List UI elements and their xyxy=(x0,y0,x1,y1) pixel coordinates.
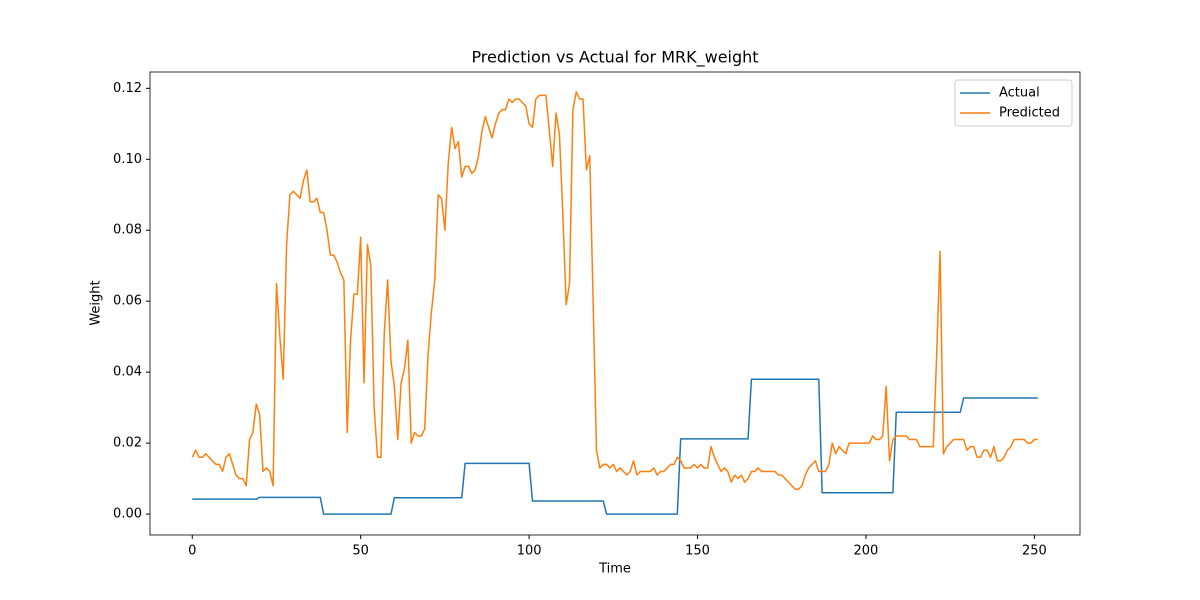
y-axis-label: Weight xyxy=(89,280,104,325)
y-tick-label: 0.10 xyxy=(113,152,142,167)
legend-label: Predicted xyxy=(999,106,1060,121)
legend-label: Actual xyxy=(999,86,1040,101)
x-tick-label: 50 xyxy=(352,544,369,559)
x-tick-label: 200 xyxy=(854,544,879,559)
legend-box xyxy=(954,79,1073,127)
y-tick-label: 0.02 xyxy=(113,436,142,451)
x-axis-label: Time xyxy=(598,562,631,577)
y-tick-label: 0.04 xyxy=(113,365,142,380)
x-tick-label: 150 xyxy=(685,544,710,559)
series-line xyxy=(191,91,1038,490)
y-tick-label: 0.00 xyxy=(113,507,142,522)
chart-title: Prediction vs Actual for MRK_weight xyxy=(471,48,758,68)
y-tick-label: 0.08 xyxy=(113,223,142,238)
x-tick-label: 250 xyxy=(1022,544,1047,559)
plot-frame xyxy=(149,71,1081,536)
y-tick-label: 0.06 xyxy=(113,294,142,309)
y-tick-label: 0.12 xyxy=(113,81,142,96)
x-tick-label: 0 xyxy=(188,544,196,559)
series-line xyxy=(192,378,1038,515)
x-tick-label: 100 xyxy=(517,544,542,559)
